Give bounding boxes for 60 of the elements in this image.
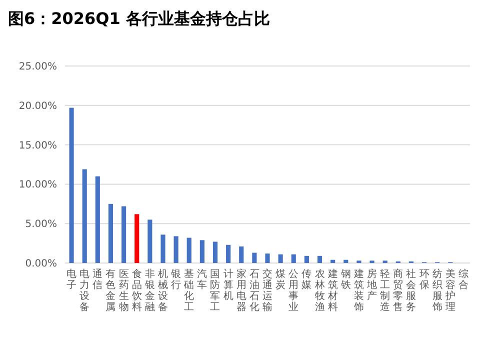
x-tick-label: 钢铁 (340, 269, 351, 291)
x-tick-label: 传媒 (302, 269, 312, 291)
x-tick-label: 建筑装饰 (352, 268, 364, 313)
x-tick-label: 通信 (92, 268, 103, 291)
bar (265, 254, 270, 263)
bar (122, 206, 126, 263)
y-tick-label: 10.00% (18, 180, 57, 191)
bar (108, 204, 114, 263)
bar (252, 252, 257, 263)
x-tick-label: 电力设备 (80, 268, 90, 313)
bar (134, 214, 140, 263)
x-tick-label: 房地产 (366, 268, 378, 302)
x-tick-label: 农林牧渔 (314, 269, 325, 313)
x-tick-label: 纺织服饰 (431, 268, 442, 313)
bar (330, 260, 336, 263)
bar (160, 234, 166, 263)
x-tick-label: 商贸零售 (393, 268, 404, 313)
x-tick-label: 有色金属 (106, 268, 116, 313)
bar (304, 256, 309, 263)
chart-title: 图6：2026Q1 各行业基金持仓占比 (8, 9, 270, 28)
x-tick-label: 轻工制造 (380, 268, 390, 313)
x-tick-label: 基础化工 (183, 268, 194, 313)
y-tick-label: 15.00% (18, 140, 57, 152)
y-tick-label: 20.00% (18, 100, 57, 112)
x-tick-label: 国防军工 (210, 269, 220, 313)
bar (186, 238, 192, 263)
bar (239, 246, 244, 263)
bar (200, 240, 204, 263)
bar (95, 176, 100, 263)
x-tick-label: 银行 (170, 269, 182, 291)
bar (148, 220, 152, 263)
bar (317, 256, 322, 263)
bar (174, 236, 178, 263)
x-tick-label: 社会服务 (406, 268, 416, 313)
bar (278, 254, 283, 263)
bar (291, 254, 296, 263)
x-tick-label: 汽车 (197, 268, 208, 291)
bar (344, 260, 348, 263)
x-tick-label: 美容护理 (444, 268, 456, 313)
x-tick-label: 计算机 (223, 268, 234, 302)
x-tick-label: 环保 (419, 269, 430, 291)
y-tick-label: 0.00% (25, 258, 57, 270)
x-tick-label: 电子 (66, 268, 77, 291)
x-tick-label: 煤炭 (276, 268, 286, 291)
bar (212, 242, 218, 263)
y-tick-label: 5.00% (25, 219, 57, 230)
bar (226, 244, 231, 263)
x-tick-label: 石油石化 (249, 269, 260, 313)
bar (69, 108, 74, 263)
x-tick-label: 公用事业 (288, 268, 299, 313)
x-tick-label: 医药生物 (118, 269, 129, 313)
x-tick-label: 非银金融 (144, 268, 155, 313)
bar (82, 169, 87, 263)
x-tick-label: 机械设备 (158, 268, 168, 313)
x-tick-label: 综合 (458, 268, 468, 291)
x-tick-label: 交通运输 (262, 268, 272, 313)
x-tick-label: 食品饮料 (130, 268, 142, 313)
y-tick-label: 25.00% (18, 62, 57, 72)
x-tick-label: 建筑材料 (326, 268, 338, 313)
x-tick-label: 家用电器 (236, 268, 246, 313)
